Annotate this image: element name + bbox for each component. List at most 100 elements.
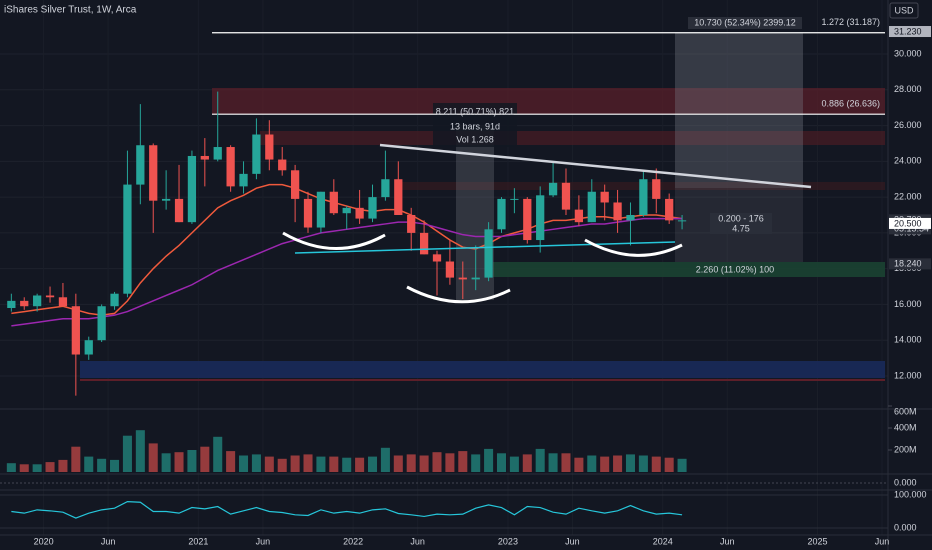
candle-body <box>174 198 184 223</box>
volume-bar <box>213 436 223 472</box>
volume-bar <box>303 454 313 472</box>
candle-body <box>523 198 532 241</box>
chart-title: iShares Silver Trust, 1W, Arca <box>4 5 137 16</box>
candle-body <box>239 173 248 187</box>
candle-body <box>419 232 429 255</box>
candle-body <box>200 155 209 160</box>
y-tick-label: 24.000 <box>894 156 922 166</box>
volume-bar <box>535 448 545 472</box>
volume-bar <box>277 458 287 472</box>
volume-bar <box>264 456 274 472</box>
y-tick-label: 16.000 <box>894 299 922 309</box>
volume-bar <box>161 453 171 472</box>
neckline <box>294 241 676 254</box>
volume-bar <box>522 454 532 472</box>
candle-body <box>342 207 351 214</box>
volume-bar <box>664 457 674 472</box>
candle-body <box>548 182 558 196</box>
candle-body <box>58 297 68 307</box>
x-tick-label: Jun <box>256 536 271 546</box>
rsi-line <box>11 500 683 519</box>
volume-bar <box>380 447 390 472</box>
x-tick-label: 2021 <box>188 536 208 546</box>
cup-arc <box>584 238 683 257</box>
measure-label: 13 bars, 91d <box>450 121 500 131</box>
volume-bar <box>393 455 403 472</box>
candle-body <box>665 198 674 221</box>
volume-bar <box>187 450 197 472</box>
candle-body <box>303 198 313 228</box>
candle-body <box>123 184 132 294</box>
volume-bar <box>406 454 416 472</box>
y-tick-label: 26.000 <box>894 120 922 130</box>
volume-bar <box>509 456 519 472</box>
trend-line <box>379 143 812 189</box>
candle-body <box>316 191 326 228</box>
candle-body <box>445 261 455 278</box>
candle-body <box>600 191 609 203</box>
candle-body <box>677 220 687 222</box>
candles <box>7 91 687 396</box>
volume-bar <box>148 443 158 472</box>
price-tag <box>889 26 931 38</box>
y-tick-label: 14.000 <box>894 335 922 345</box>
rsi-tick-label: 0.000 <box>894 522 917 532</box>
volume-bar <box>200 446 210 472</box>
volume-tick-label: 600M <box>894 406 917 416</box>
candle-body <box>226 147 235 187</box>
candle-body <box>497 198 506 230</box>
candle-body <box>407 215 416 233</box>
candle-body <box>510 198 519 200</box>
volume-bar <box>71 446 81 472</box>
resistance-zone <box>212 88 885 114</box>
fib-label: 1.272 (31.187) <box>821 17 880 27</box>
volume-bar <box>84 456 94 472</box>
fib-label: 0.886 (26.636) <box>821 99 880 109</box>
volume-bar <box>367 456 378 472</box>
candle-body <box>45 295 55 298</box>
x-tick-label: 2020 <box>34 536 54 546</box>
candle-body <box>381 179 390 198</box>
volume-bar <box>471 454 481 472</box>
candle-body <box>652 179 661 199</box>
measure-label: 10.730 (52.34%) 2399.12 <box>694 17 796 27</box>
candle-body <box>97 306 106 341</box>
candle-body <box>613 202 622 221</box>
price-tag <box>889 258 931 270</box>
candle-body <box>162 198 171 201</box>
candle-body <box>7 300 16 309</box>
measure-label: 0.200 - 176 <box>718 213 764 223</box>
volume-bar <box>677 458 687 472</box>
volume-bar <box>458 451 468 472</box>
candle-body <box>561 182 571 210</box>
x-tick-label: Jun <box>101 536 116 546</box>
volume-bar <box>484 448 494 472</box>
candle-body <box>471 277 480 280</box>
x-tick-label: Jun <box>875 536 890 546</box>
candle-body <box>639 179 648 216</box>
y-tick-label: 22.000 <box>894 191 922 201</box>
price-tag-label: 20.500 <box>894 218 922 228</box>
volume-bar <box>45 462 55 472</box>
volume-bar <box>561 453 571 472</box>
candle-body <box>110 293 119 307</box>
volume-bar <box>110 459 120 472</box>
volume-bar <box>97 458 107 472</box>
target-zone <box>493 262 885 277</box>
volume-bar <box>496 453 507 472</box>
y-tick-label: 12.000 <box>894 370 922 380</box>
volume-bar <box>251 454 261 472</box>
candle-body <box>278 159 287 171</box>
candle-body <box>587 191 596 223</box>
candle-body <box>33 295 42 307</box>
volume-bar <box>625 454 635 472</box>
projection-box <box>675 33 803 188</box>
lower-panes <box>0 405 892 529</box>
x-tick-label: 2024 <box>653 536 673 546</box>
candle-body <box>71 306 80 355</box>
macd-tick-label: 0.000 <box>894 477 917 487</box>
measure-label: 4.75 <box>732 223 750 233</box>
x-tick-label: Jun <box>410 536 425 546</box>
candle-body <box>265 134 274 160</box>
